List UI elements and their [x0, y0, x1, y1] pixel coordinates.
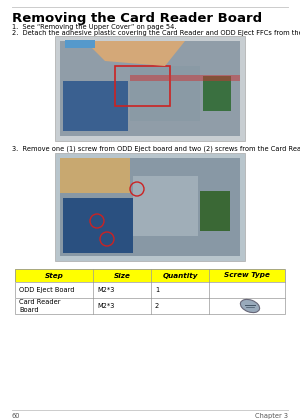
Bar [15, 269, 285, 282]
Bar [60, 158, 130, 193]
Text: Size: Size [114, 273, 130, 278]
Polygon shape [85, 41, 185, 66]
Bar [65, 40, 95, 48]
Bar [55, 36, 245, 141]
Text: 2: 2 [155, 303, 159, 309]
Bar [130, 66, 200, 121]
Text: Quantity: Quantity [162, 273, 198, 278]
Bar [63, 81, 128, 131]
Ellipse shape [240, 299, 260, 312]
Text: M2*3: M2*3 [97, 303, 114, 309]
Bar [200, 191, 230, 231]
Bar [55, 153, 245, 261]
Bar [15, 269, 285, 282]
Text: 3.  Remove one (1) screw from ODD Eject board and two (2) screws from the Card R: 3. Remove one (1) screw from ODD Eject b… [12, 145, 300, 152]
Text: 1.  See “Removing the Upper Cover” on page 54.: 1. See “Removing the Upper Cover” on pag… [12, 24, 176, 30]
Bar [60, 158, 240, 256]
Bar [133, 176, 198, 236]
Text: Step: Step [45, 273, 63, 278]
Text: Card Reader
Board: Card Reader Board [19, 299, 61, 312]
Bar [15, 298, 285, 314]
Text: ODD Eject Board: ODD Eject Board [19, 287, 74, 293]
Bar [63, 198, 133, 253]
Text: Screw Type: Screw Type [224, 273, 270, 278]
Bar [115, 66, 170, 106]
Text: M2*3: M2*3 [97, 287, 114, 293]
Text: 60: 60 [12, 413, 20, 419]
Text: 2.  Detach the adhesive plastic covering the Card Reader and ODD Eject FFCs from: 2. Detach the adhesive plastic covering … [12, 30, 300, 36]
Text: Chapter 3: Chapter 3 [255, 413, 288, 419]
Bar [15, 282, 285, 298]
Bar [203, 76, 231, 111]
Bar [15, 282, 285, 298]
Bar [130, 75, 240, 81]
Bar [15, 298, 285, 314]
Bar [60, 41, 240, 136]
Text: 1: 1 [155, 287, 159, 293]
Text: Removing the Card Reader Board: Removing the Card Reader Board [12, 12, 262, 25]
